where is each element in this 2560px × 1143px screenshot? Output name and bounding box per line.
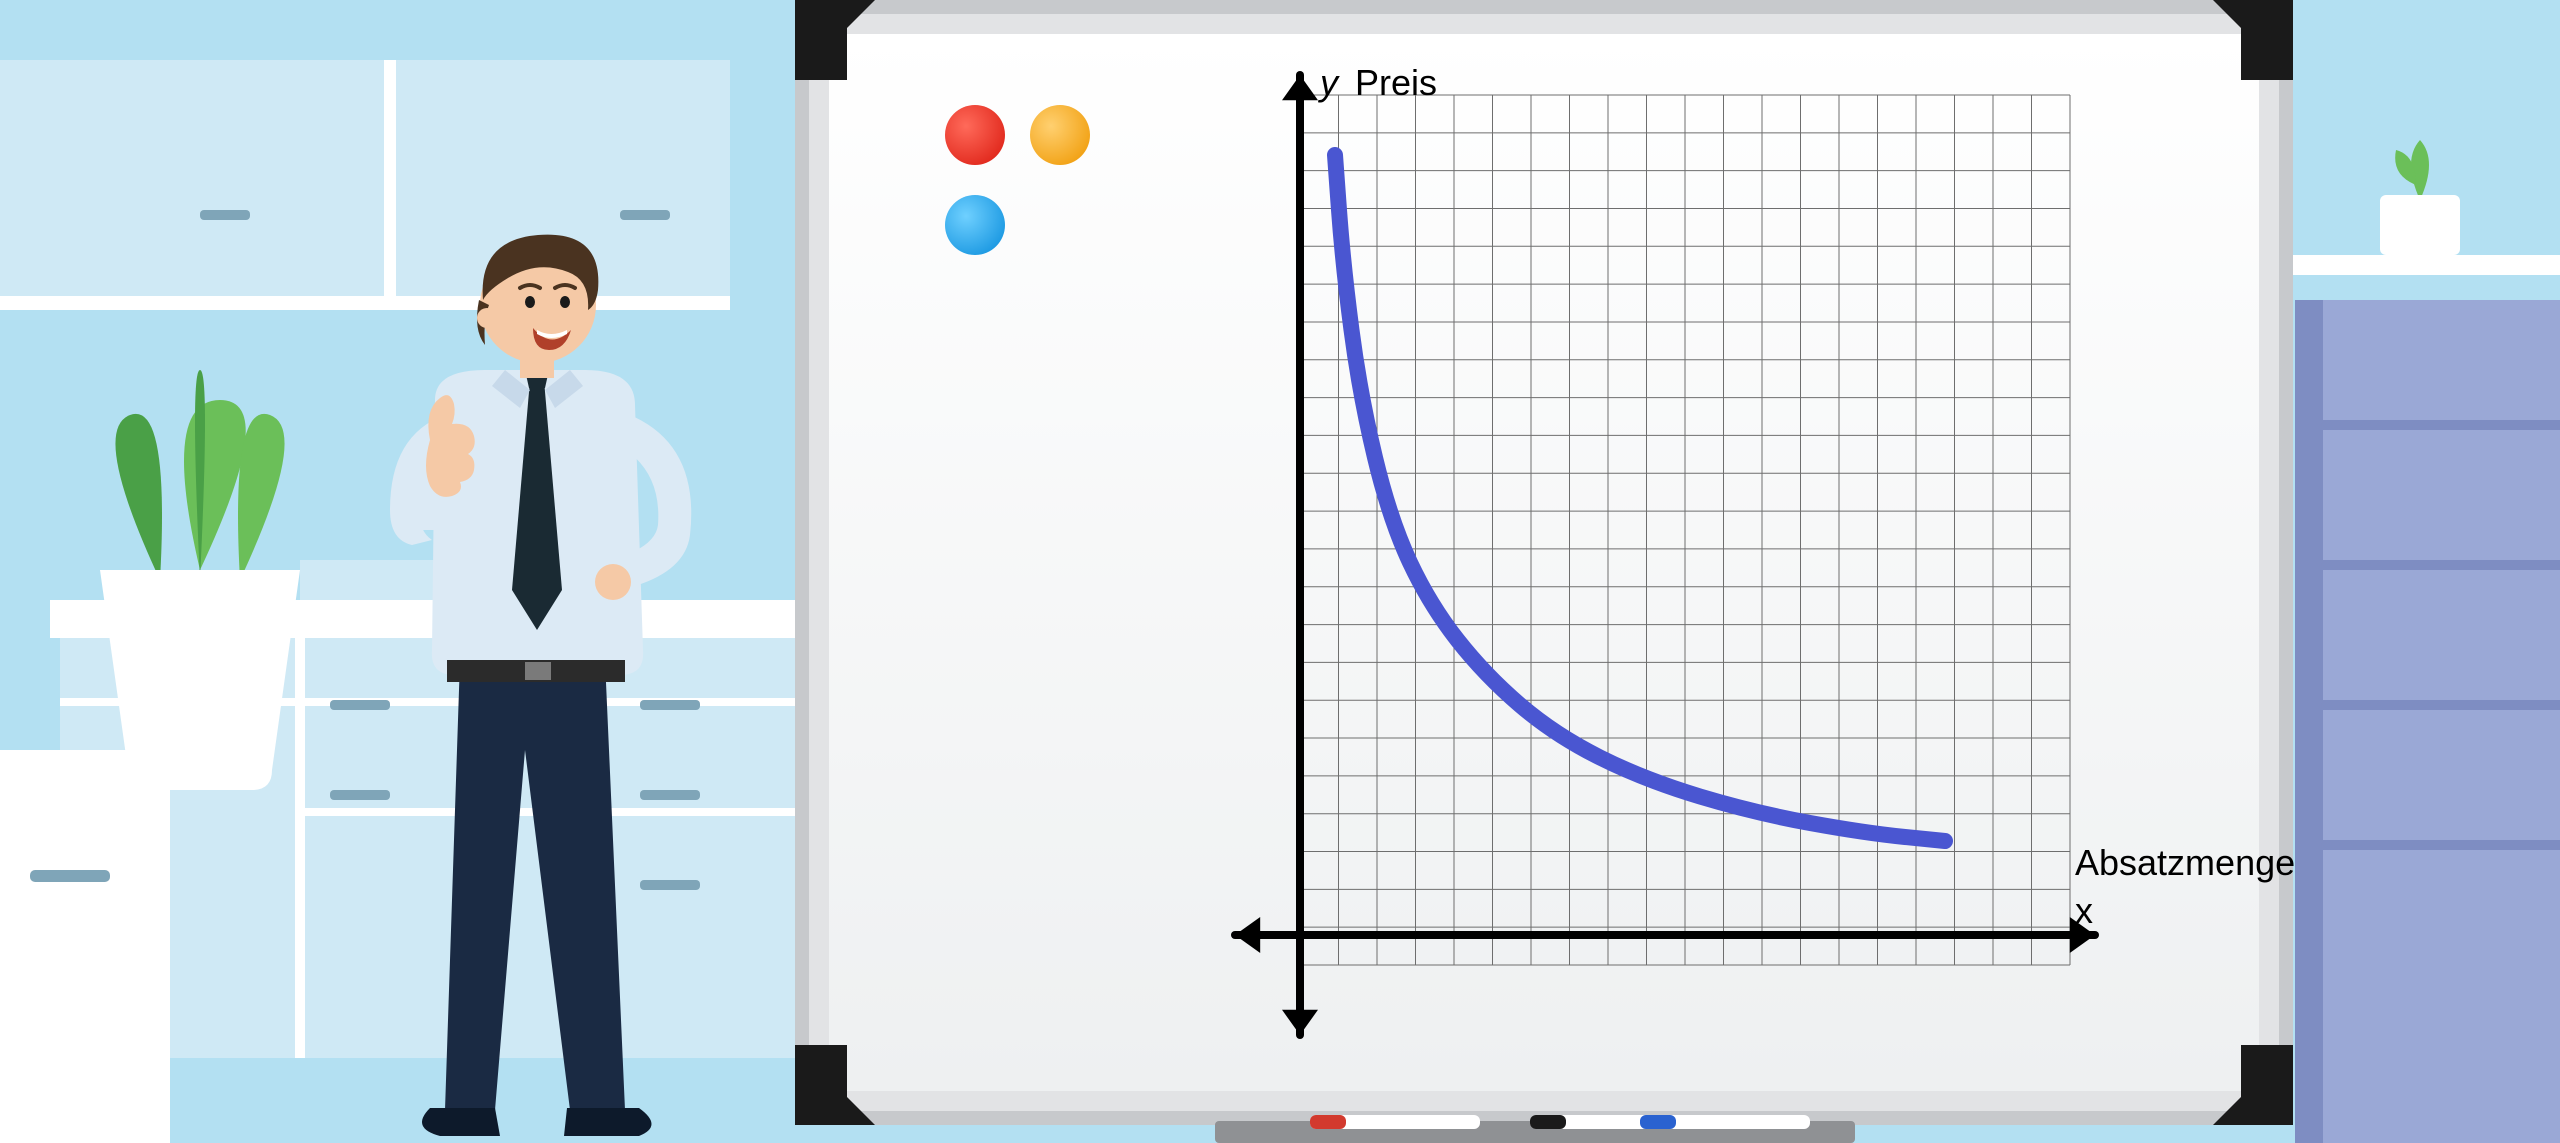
floor-cabinet [0,750,170,1143]
upper-cabinets [0,60,730,310]
plant [100,370,300,790]
magnet [945,195,1005,255]
chart-grid [1300,95,2070,965]
y-axis-symbol: y [1317,62,1340,103]
x-axis-symbol: x [2075,890,2093,931]
magnet [945,105,1005,165]
magnet [1030,105,1090,165]
y-axis-title: Preis [1355,62,1437,103]
scene: y Preis Absatzmenge x [0,0,2560,1143]
cactus-pot [2380,195,2460,255]
plant-pot [100,570,300,790]
scene-svg: y Preis Absatzmenge x [0,0,2560,1143]
x-axis-title: Absatzmenge [2075,842,2295,883]
whiteboard [795,0,2293,1143]
